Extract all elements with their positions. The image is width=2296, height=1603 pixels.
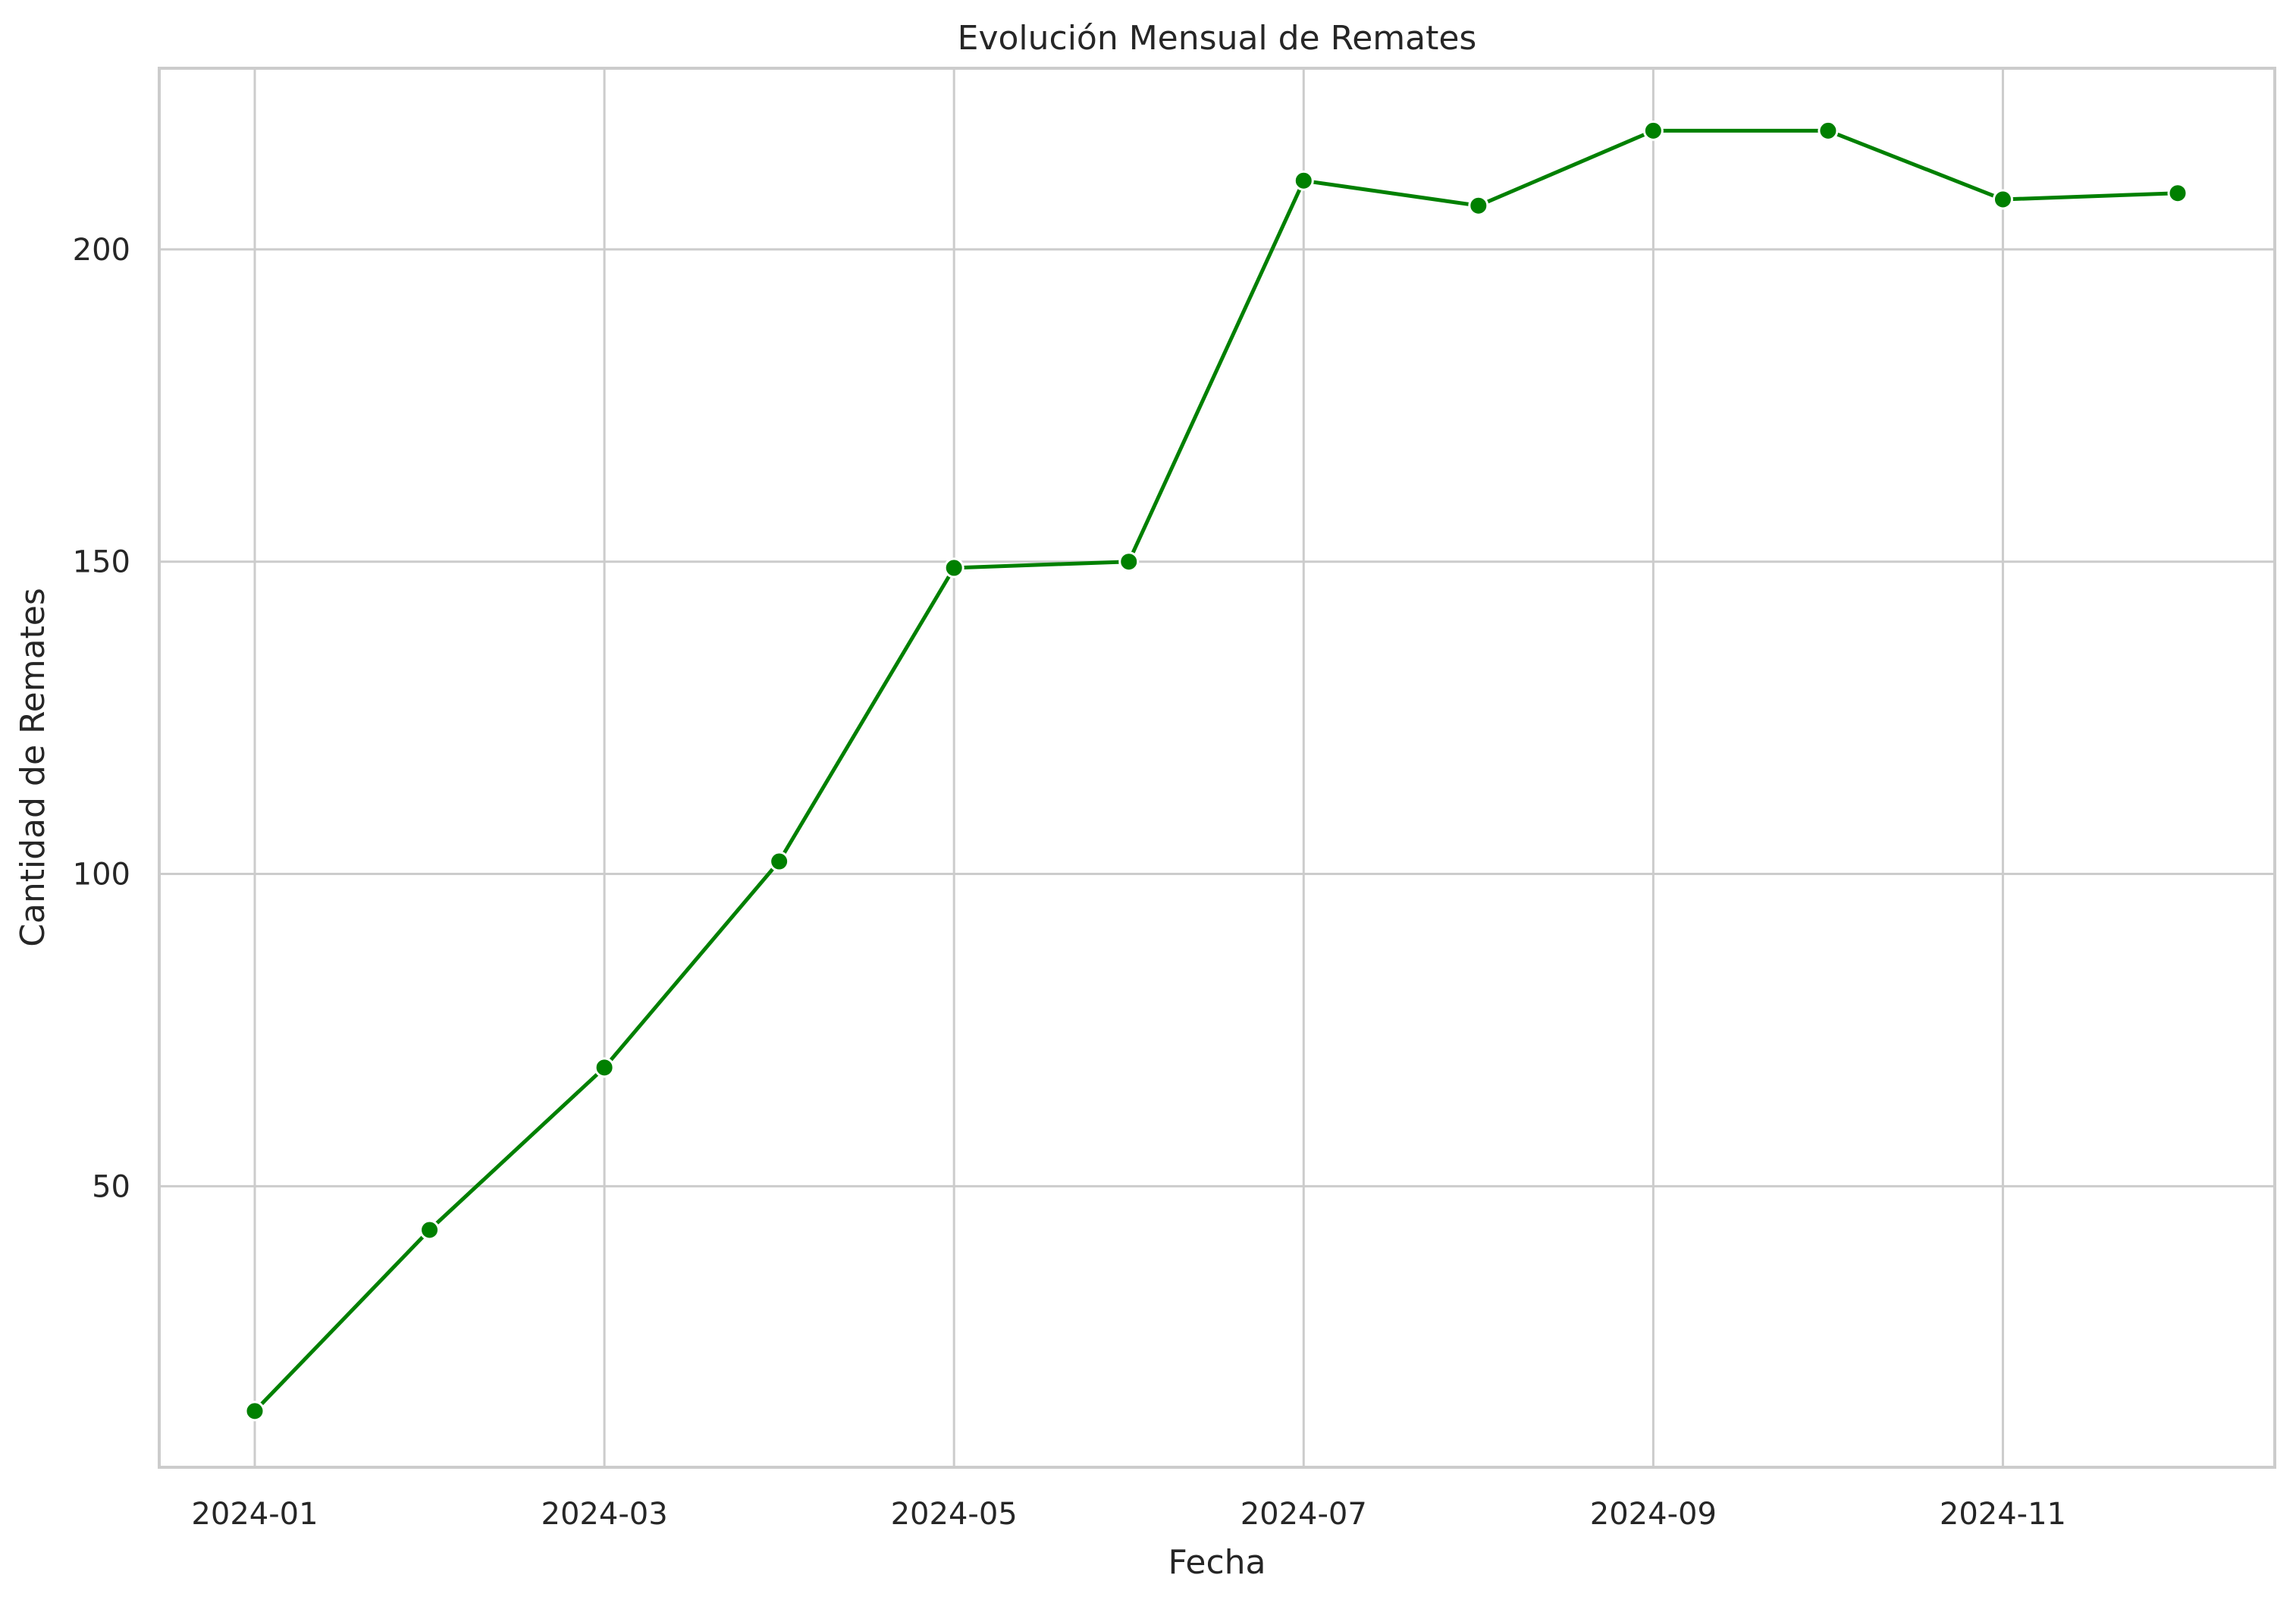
x-tick-label: 2024-09 xyxy=(1590,1497,1717,1532)
data-point xyxy=(244,1401,265,1422)
x-tick-label: 2024-11 xyxy=(1940,1497,2066,1532)
grid xyxy=(159,68,2275,1467)
x-tick-label: 2024-01 xyxy=(191,1497,318,1532)
data-point xyxy=(769,851,790,872)
chart-title: Evolución Mensual de Remates xyxy=(958,19,1477,58)
plot-frame xyxy=(158,67,2276,1469)
series-layer xyxy=(244,120,2188,1422)
y-axis-label: Cantidad de Remates xyxy=(14,588,52,947)
y-tick-label: 150 xyxy=(73,545,130,580)
data-point xyxy=(1118,551,1140,572)
data-point xyxy=(2167,183,2188,204)
data-point xyxy=(1293,170,1314,191)
y-tick-label: 200 xyxy=(73,233,130,268)
tick-labels: 2024-01 2024-03 2024-05 2024-07 2024-09 2024-… xyxy=(73,233,2066,1532)
x-tick-label: 2024-03 xyxy=(541,1497,668,1532)
series-line xyxy=(253,128,2178,1413)
x-tick-label: 2024-05 xyxy=(891,1497,1018,1532)
data-point xyxy=(594,1057,615,1078)
data-point xyxy=(943,557,965,579)
data-point xyxy=(1468,195,1489,216)
data-point xyxy=(1642,120,1664,141)
data-point xyxy=(1818,120,1839,141)
data-point xyxy=(419,1219,441,1241)
y-tick-label: 100 xyxy=(73,858,130,892)
x-tick-label: 2024-07 xyxy=(1241,1497,1367,1532)
y-tick-label: 50 xyxy=(92,1169,130,1204)
x-axis-label: Fecha xyxy=(1168,1543,1266,1582)
data-point xyxy=(1992,189,2013,210)
